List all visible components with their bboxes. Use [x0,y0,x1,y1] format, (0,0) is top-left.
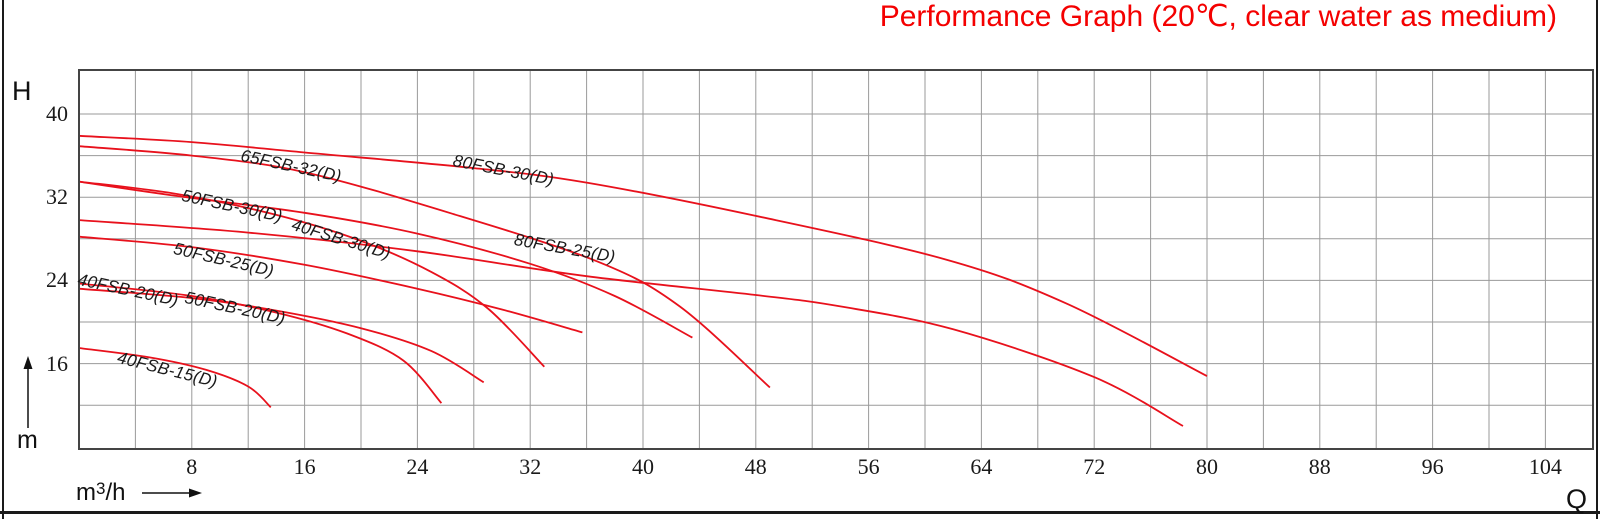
x-tick-8: 8 [186,454,198,479]
x-axis-arrow-icon [142,488,202,498]
x-unit-rest: /h [105,479,126,506]
y-tick-24: 24 [46,267,68,293]
curve-80fsb-25-d- [78,219,1184,427]
x-tick-16: 16 [293,454,316,479]
x-tick-72: 72 [1083,454,1106,479]
x-tick-88: 88 [1308,454,1331,479]
curve-40fsb-30-d- [78,180,545,368]
y-axis-arrow-icon [23,356,33,428]
x-tick-48: 48 [744,454,767,479]
x-tick-104: 104 [1528,454,1562,479]
x-tick-80: 80 [1196,454,1218,479]
x-unit-sup: 3 [96,479,106,498]
x-tick-96: 96 [1421,454,1444,479]
outer-border-left [2,0,4,519]
x-tick-24: 24 [406,454,429,479]
x-tick-56: 56 [857,454,880,479]
x-tick-32: 32 [519,454,542,479]
x-axis-unit: m3/h [76,479,125,507]
x-axis-symbol: Q [1566,484,1588,514]
curve-50fsb-25-d- [78,235,583,334]
y-tick-40: 40 [46,101,68,126]
outer-border-right [1596,0,1598,519]
x-tick-40: 40 [632,454,654,479]
curve-40fsb-15-d- [78,347,272,408]
y-tick-16: 16 [46,350,68,376]
curve-65fsb-32-d- [78,145,771,389]
curve-80fsb-30-d- [78,134,1208,377]
plot-border [78,69,1594,450]
x-unit-base: m [76,479,96,506]
pump-curves [78,134,1208,427]
y-tick-32: 32 [46,184,68,210]
gridlines [79,70,1593,449]
y-axis-symbol: H [12,76,32,106]
y-axis-unit: m [17,426,38,454]
curve-50fsb-30-d- [78,180,693,339]
outer-border-bottom [0,511,1600,514]
curve-50fsb-20-d- [78,287,485,384]
curve-40fsb-20-d- [78,282,443,404]
chart-title: Performance Graph (20℃, clear water as m… [879,0,1557,33]
x-tick-64: 64 [970,454,993,479]
